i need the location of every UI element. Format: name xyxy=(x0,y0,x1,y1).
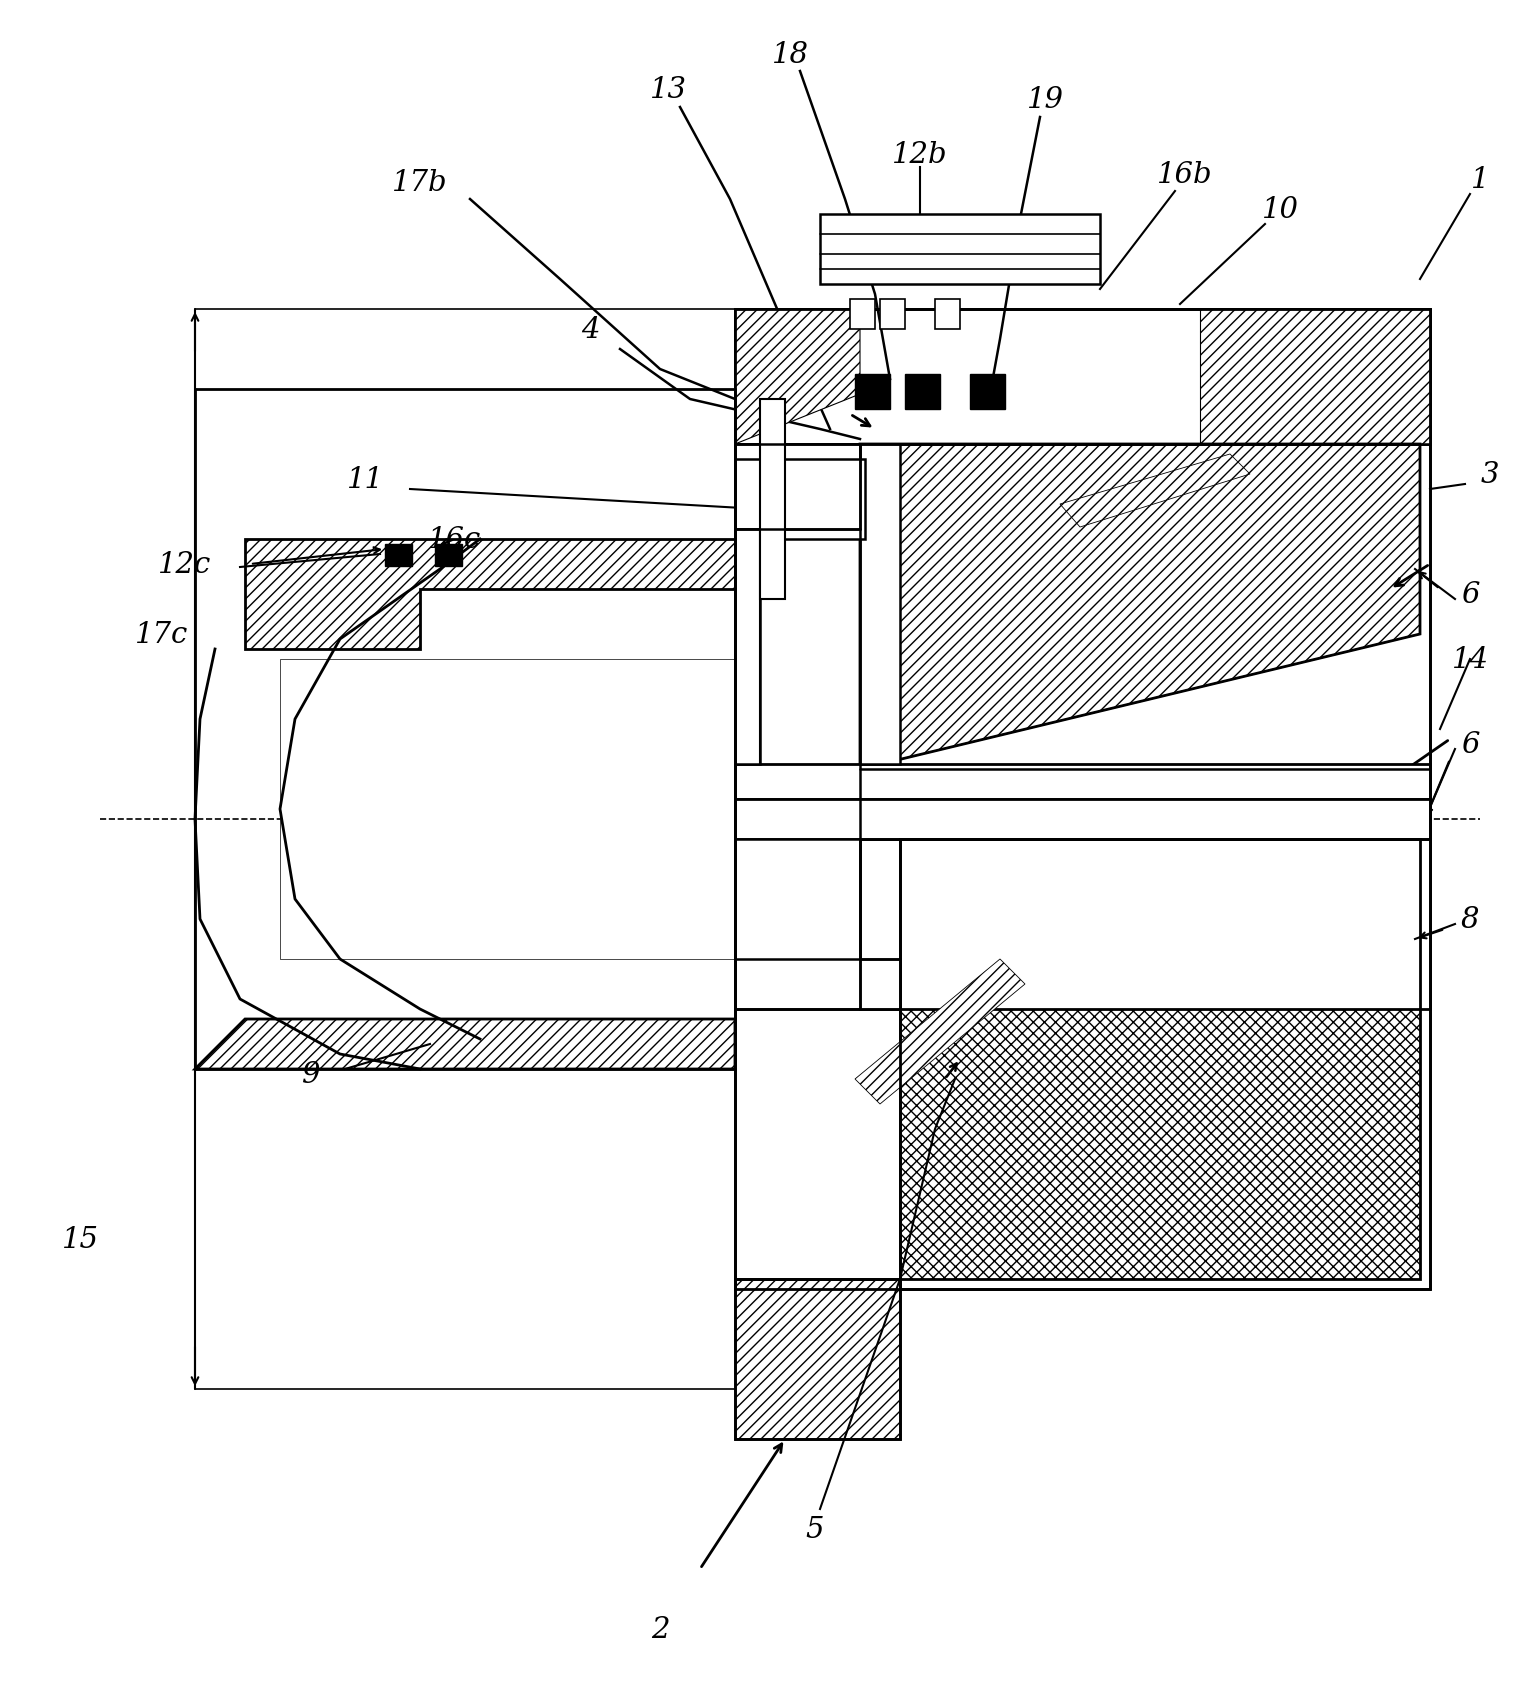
Bar xyxy=(970,375,1005,409)
Polygon shape xyxy=(195,390,735,1069)
Text: 9: 9 xyxy=(300,1061,319,1088)
Polygon shape xyxy=(1200,310,1429,445)
Polygon shape xyxy=(735,310,859,445)
Bar xyxy=(435,544,463,566)
Text: 6: 6 xyxy=(1460,730,1480,759)
Bar xyxy=(735,460,866,540)
Polygon shape xyxy=(245,540,735,650)
Text: 19: 19 xyxy=(1026,85,1063,114)
Bar xyxy=(735,1279,899,1439)
Bar xyxy=(385,544,412,566)
Text: 18: 18 xyxy=(772,41,809,68)
Text: 12c: 12c xyxy=(158,551,211,578)
Text: 15: 15 xyxy=(61,1226,98,1253)
Polygon shape xyxy=(195,1020,735,1069)
Text: 12b: 12b xyxy=(892,142,948,169)
Polygon shape xyxy=(1060,455,1250,527)
Bar xyxy=(735,839,1429,1009)
Bar xyxy=(735,1279,899,1439)
Bar xyxy=(879,300,905,329)
Text: 6: 6 xyxy=(1460,581,1480,609)
Text: 2: 2 xyxy=(651,1615,669,1644)
Text: 3: 3 xyxy=(1481,460,1500,489)
Bar xyxy=(935,300,961,329)
Bar xyxy=(735,530,760,764)
Polygon shape xyxy=(859,445,1420,769)
Bar xyxy=(735,800,1429,839)
Bar xyxy=(280,660,735,960)
Text: 16b: 16b xyxy=(1157,160,1213,189)
Text: 16c: 16c xyxy=(429,525,481,554)
Text: 11: 11 xyxy=(346,465,383,494)
Text: 14: 14 xyxy=(1451,646,1489,673)
Text: 5: 5 xyxy=(806,1516,824,1543)
Text: 10: 10 xyxy=(1261,196,1299,223)
Bar xyxy=(855,375,890,409)
Text: 13: 13 xyxy=(650,77,686,104)
Polygon shape xyxy=(899,839,1420,1279)
Text: 17c: 17c xyxy=(135,621,188,648)
Text: 8: 8 xyxy=(1460,905,1480,933)
Text: 4: 4 xyxy=(581,315,599,344)
Text: 1: 1 xyxy=(1471,165,1489,194)
Bar xyxy=(735,764,1429,800)
Bar xyxy=(859,960,899,1009)
Polygon shape xyxy=(855,960,1025,1105)
Bar xyxy=(905,375,941,409)
Text: 17b: 17b xyxy=(392,169,447,196)
Bar xyxy=(820,215,1100,285)
Bar xyxy=(850,300,875,329)
Bar xyxy=(735,310,1429,445)
Bar xyxy=(760,399,784,600)
Bar xyxy=(859,445,899,764)
Bar xyxy=(735,310,1429,1289)
Bar xyxy=(735,445,859,530)
Bar xyxy=(735,839,859,960)
